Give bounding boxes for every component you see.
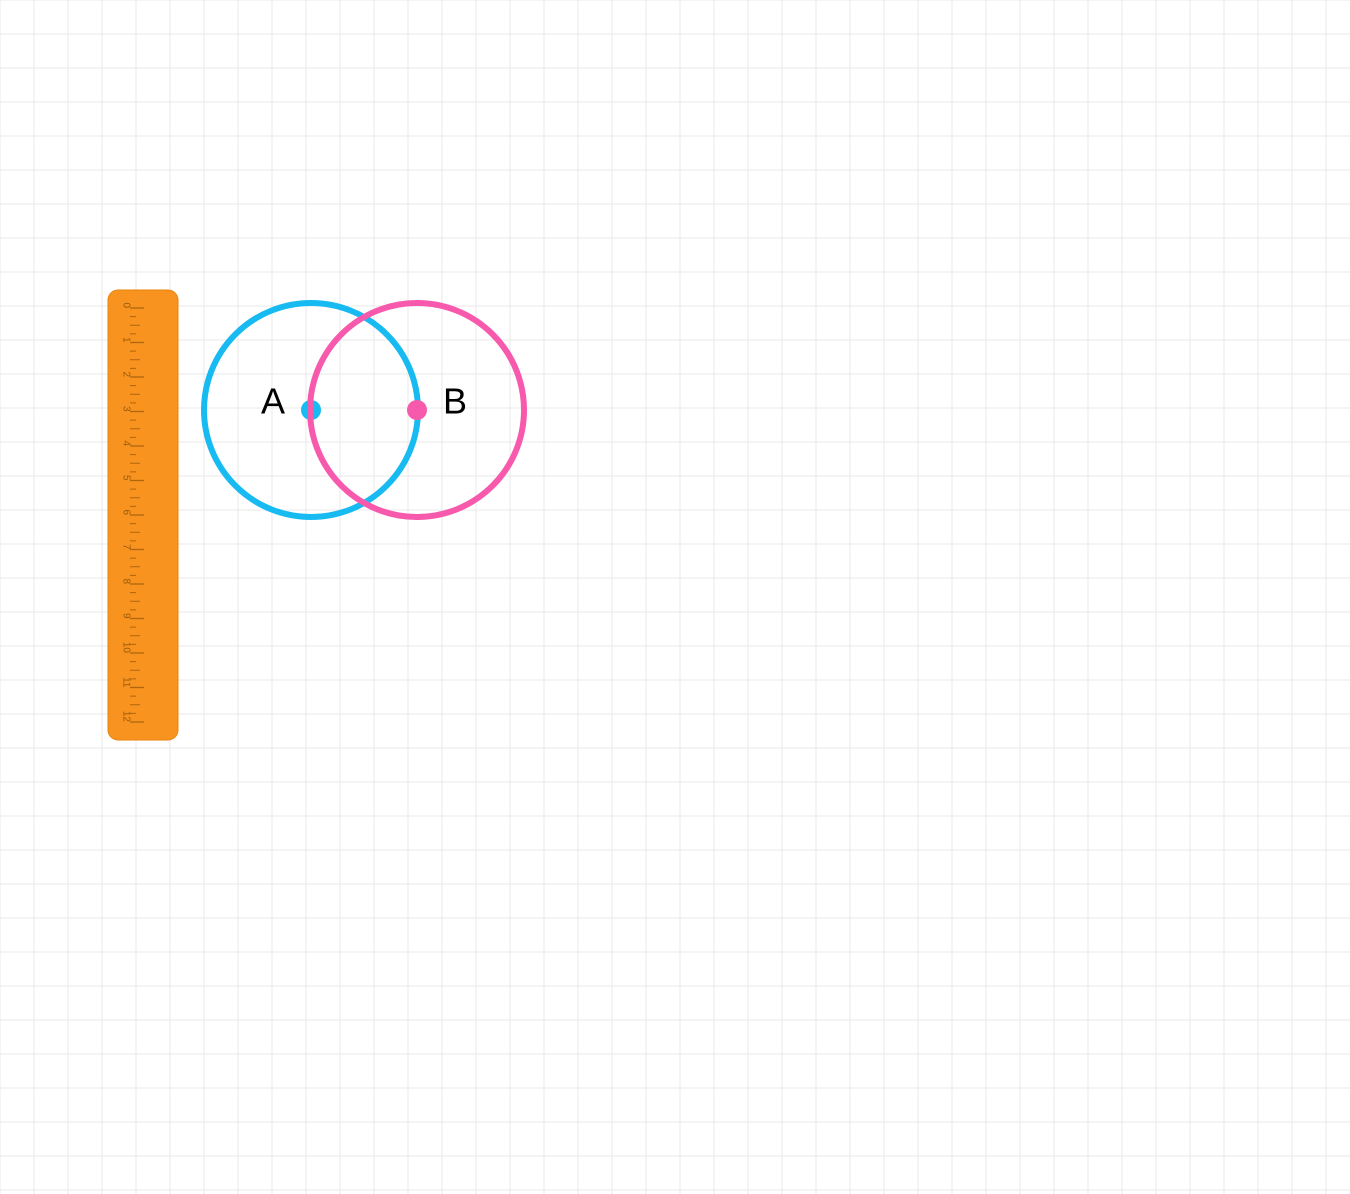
circle-B-label: B	[443, 381, 467, 422]
ruler-label: 7	[120, 544, 131, 550]
ruler-label: 12	[120, 711, 131, 723]
ruler-label: 3	[120, 406, 131, 412]
geometry-canvas[interactable]: 0123456789101112AB	[0, 0, 1350, 1194]
ruler-label: 9	[120, 613, 131, 619]
ruler-label: 4	[120, 440, 131, 446]
ruler-label: 6	[120, 509, 131, 515]
ruler-label: 5	[120, 475, 131, 481]
ruler-label: 0	[120, 302, 131, 308]
ruler-label: 11	[120, 677, 131, 688]
ruler-label: 8	[120, 578, 131, 584]
circle-A-label: A	[261, 381, 285, 422]
circle-B-center-dot[interactable]	[407, 400, 427, 420]
ruler[interactable]: 0123456789101112	[108, 290, 178, 740]
ruler-label: 2	[120, 371, 131, 377]
ruler-label: 10	[120, 642, 131, 654]
canvas-background	[0, 0, 1350, 1194]
ruler-label: 1	[120, 337, 131, 343]
